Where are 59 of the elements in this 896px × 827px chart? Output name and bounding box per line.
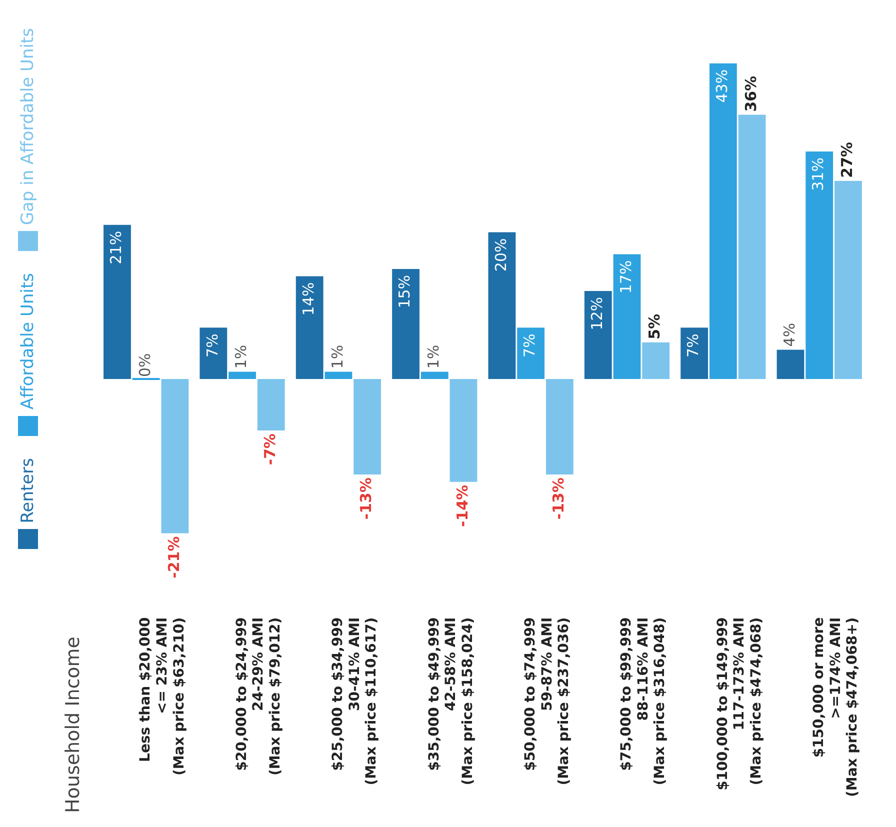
data-label: 1% — [424, 344, 443, 369]
data-label: 31% — [809, 157, 828, 191]
data-label: 1% — [232, 344, 250, 369]
bar — [680, 328, 708, 380]
data-label: 12% — [588, 296, 606, 330]
bar — [161, 379, 189, 534]
data-label: 5% — [646, 314, 664, 340]
data-label: -21% — [164, 536, 183, 578]
bar — [450, 379, 478, 482]
x-tick-label: $20,000 to $24,999 24-29% AMI (Max price $79,012) — [234, 617, 284, 776]
data-label: 7% — [684, 334, 702, 358]
data-label: -13% — [357, 477, 376, 520]
bar — [776, 350, 804, 380]
data-label: 1% — [328, 344, 346, 369]
data-label: 21% — [107, 230, 126, 264]
bar — [200, 328, 228, 380]
data-label: 7% — [203, 334, 222, 358]
bar — [613, 254, 641, 380]
data-label: 43% — [713, 69, 732, 103]
data-label: 27% — [838, 142, 856, 178]
bar — [296, 276, 324, 380]
data-label: 14% — [299, 282, 318, 316]
bar — [546, 379, 574, 474]
bar — [324, 372, 352, 380]
data-label: 7% — [520, 334, 539, 358]
x-tick-label: $150,000 or more >=174% AMI (Max price $474,068+) — [810, 617, 861, 798]
bar — [420, 372, 448, 380]
x-tick-label: Less than $20,000 <= 23% AMI (Max price $63,210) — [138, 617, 188, 776]
text: Gap in Affordable Units — [18, 28, 38, 226]
x-tick-label: $50,000 to $74,999 59-87% AMI (Max price $237,036) — [522, 617, 572, 786]
bar — [104, 224, 131, 380]
bar — [709, 63, 737, 380]
bar — [642, 342, 670, 380]
data-label: 36% — [742, 76, 760, 112]
data-label: 20% — [492, 238, 510, 272]
bar — [488, 232, 516, 380]
data-label: 0% — [136, 353, 154, 378]
x-tick-label: $25,000 to $34,999 30-41% AMI (Max price $110,617) — [330, 617, 380, 786]
bar — [257, 379, 285, 430]
bar — [517, 328, 545, 380]
data-label: -7% — [261, 433, 280, 466]
bar — [834, 180, 862, 380]
bar — [228, 372, 256, 380]
bar — [392, 268, 420, 380]
bar — [584, 290, 612, 380]
data-label: 15% — [396, 274, 414, 308]
data-label: 17% — [616, 260, 635, 294]
data-label: -14% — [453, 484, 472, 527]
text: Renters — [18, 458, 38, 523]
x-tick-label: $75,000 to $99,999 88-116% AMI (Max price $316,048) — [618, 617, 668, 786]
data-label: 4% — [780, 322, 798, 347]
y-axis-title: Household Income — [62, 636, 84, 813]
text: Affordable Units — [18, 273, 38, 410]
x-tick-label: $100,000 to $149,999 117-173% AMI (Max price $474,068) — [714, 617, 764, 790]
x-tick-label: $35,000 to $49,999 42-58% AMI (Max price $158,024) — [426, 617, 476, 786]
bar — [806, 151, 834, 380]
data-label: -13% — [550, 477, 568, 520]
bar — [738, 114, 766, 380]
bar — [354, 379, 382, 474]
